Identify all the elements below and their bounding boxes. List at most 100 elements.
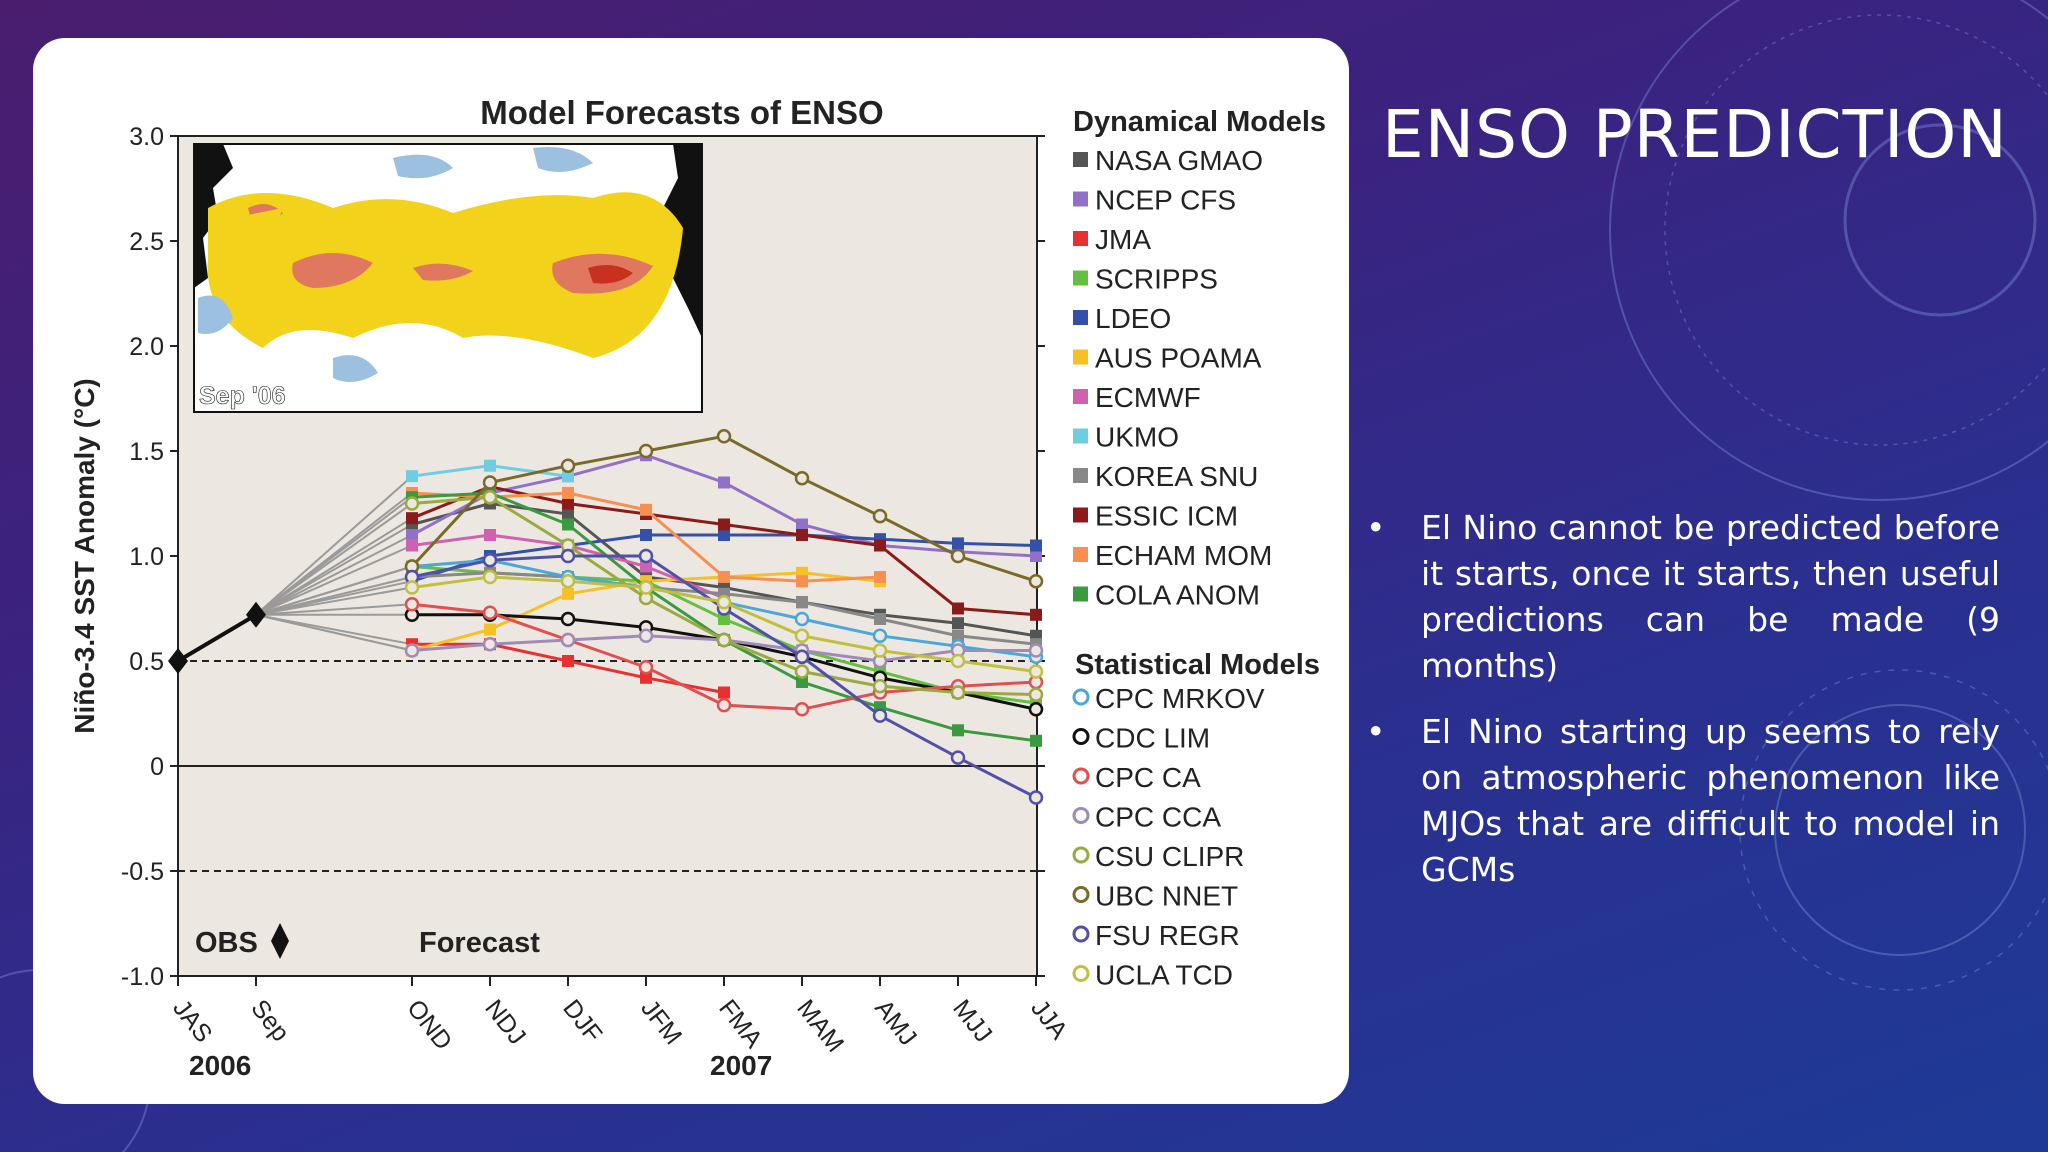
data-point [794, 611, 810, 627]
data-point [796, 518, 808, 531]
data-point [560, 632, 576, 648]
data-point [716, 429, 732, 444]
y-axis-label: Niño-3.4 SST Anomaly (°C) [69, 378, 100, 734]
data-point [716, 697, 732, 713]
data-point [950, 653, 966, 669]
data-point [1028, 573, 1044, 589]
bullet-item: • El Nino cannot be predicted before it … [1360, 505, 2000, 689]
data-point [872, 643, 888, 658]
legend-swatch [1073, 231, 1088, 246]
y-tick-label: 3.0 [129, 123, 164, 151]
x-tick-label: JAS [167, 994, 217, 1047]
data-point [482, 636, 498, 652]
legend-swatch [1073, 507, 1088, 523]
data-point [718, 613, 730, 625]
year-label-2007: 2007 [710, 1050, 772, 1081]
obs-label: OBS [195, 927, 258, 959]
legend-swatch [1073, 468, 1088, 483]
legend-swatch [1072, 965, 1090, 982]
series-link-line [255, 517, 413, 616]
year-label-2006: 2006 [189, 1050, 251, 1081]
series-link-line [255, 565, 413, 616]
legend-swatch [1072, 846, 1090, 864]
bullet-dot-icon: • [1366, 508, 1386, 547]
data-point [560, 458, 576, 473]
data-point [1028, 643, 1044, 658]
data-point [718, 571, 730, 583]
data-point [794, 628, 810, 644]
data-point [952, 602, 964, 615]
data-point [638, 443, 654, 459]
legend-label: SCRIPPS [1095, 264, 1218, 295]
data-point [1030, 539, 1042, 552]
legend-label: CPC MRKOV [1095, 683, 1265, 714]
series-link-line [255, 502, 413, 616]
observed-point [246, 601, 266, 628]
legend-item: COLA ANOM [1073, 580, 1260, 611]
legend-item: CDC LIM [1072, 723, 1210, 754]
data-point [796, 575, 808, 588]
legend-label: CSU CLIPR [1095, 841, 1244, 872]
data-point [1030, 608, 1042, 621]
legend-swatch [1073, 428, 1088, 444]
x-tick-label: NDJ [479, 994, 531, 1050]
legend-item: CPC CA [1072, 762, 1201, 793]
series-link-line [255, 534, 413, 616]
slide-title: ENSO PREDICTION [1382, 96, 2008, 173]
legend-item: ECMWF [1073, 382, 1201, 413]
data-point [718, 476, 730, 489]
data-point [406, 529, 418, 541]
legend-item: CPC CCA [1072, 802, 1221, 833]
data-point [796, 596, 808, 609]
data-point [794, 702, 810, 717]
legend-swatch [1073, 270, 1088, 286]
data-point [406, 539, 418, 552]
data-point [952, 617, 964, 630]
legend-item: CPC MRKOV [1072, 683, 1265, 714]
series-link-line [255, 544, 413, 616]
obs-diamond-icon [271, 923, 289, 959]
x-tick-label: OND [401, 994, 457, 1055]
legend-item: CSU CLIPR [1072, 841, 1244, 872]
data-point [874, 539, 886, 552]
legend-item: SCRIPPS [1073, 264, 1218, 295]
data-point [482, 552, 498, 568]
series-link-line [255, 603, 413, 616]
data-point [562, 518, 574, 531]
data-point [796, 676, 808, 688]
legend-swatch [1073, 586, 1088, 602]
data-point [874, 613, 886, 625]
data-point [562, 487, 574, 499]
bullet-text: El Nino starting up seems to rely on atm… [1421, 712, 2000, 889]
legend-item: KOREA SNU [1073, 461, 1258, 492]
data-point [406, 470, 418, 483]
data-point [794, 649, 810, 665]
enso-forecast-chart: Sep '06 Model Forecasts of ENSO Niño-3.4… [69, 94, 1326, 1081]
legend-label: UKMO [1095, 422, 1179, 453]
chart-title: Model Forecasts of ENSO [480, 94, 883, 131]
y-tick-label: 0.5 [129, 648, 164, 676]
data-point [950, 548, 966, 564]
data-point [1028, 664, 1044, 679]
forecast-label: Forecast [419, 927, 540, 959]
x-tick-label: Sep [245, 994, 294, 1046]
series-ucla-tcd [255, 569, 1044, 679]
legend-item: ESSIC ICM [1073, 501, 1238, 532]
observed-line [176, 613, 258, 663]
data-point [404, 580, 420, 595]
data-point [874, 571, 886, 583]
data-point [562, 508, 574, 520]
data-point [560, 611, 576, 627]
legend-label: CPC CA [1095, 762, 1201, 793]
legend-swatch [1072, 767, 1090, 785]
data-point [404, 597, 420, 612]
legend-item: FSU REGR [1072, 920, 1240, 951]
data-point [718, 686, 730, 699]
legend-swatch [1073, 389, 1088, 404]
x-tick-label: DJF [557, 994, 607, 1047]
x-tick-label: MJJ [947, 994, 997, 1047]
data-point [718, 518, 730, 531]
data-point [794, 664, 810, 679]
legend-item: UCLA TCD [1072, 960, 1233, 991]
data-point [484, 529, 496, 541]
